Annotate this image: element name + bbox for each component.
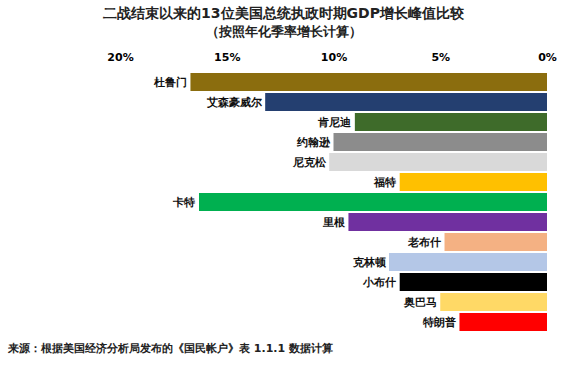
- svg-text:艾森豪威尔: 艾森豪威尔: [206, 96, 263, 109]
- svg-text:0%: 0%: [538, 51, 557, 64]
- svg-text:福特: 福特: [373, 176, 396, 189]
- svg-text:奥巴马: 奥巴马: [403, 296, 437, 309]
- svg-text:5%: 5%: [431, 51, 450, 64]
- svg-text:肯尼迪: 肯尼迪: [317, 116, 352, 129]
- svg-text:杜鲁门: 杜鲁门: [153, 76, 187, 89]
- svg-text:里根: 里根: [322, 216, 346, 229]
- svg-text:约翰逊: 约翰逊: [296, 136, 331, 149]
- svg-text:15%: 15%: [214, 51, 240, 64]
- html-text:（按照年化季率增长计算）: （按照年化季率增长计算）: [205, 24, 362, 39]
- svg-text:小布什: 小布什: [362, 276, 396, 289]
- svg-text:20%: 20%: [107, 51, 133, 64]
- svg-text:尼克松: 尼克松: [292, 156, 327, 169]
- html-text:二战结束以来的13位美国总统执政时期GDP增长峰值比较: 二战结束以来的13位美国总统执政时期GDP增长峰值比较: [103, 5, 464, 21]
- svg-text:特朗普: 特朗普: [422, 316, 456, 329]
- svg-text:卡特: 卡特: [172, 196, 195, 209]
- html-text:来源：根据美国经济分析局发布的《国民帐户》表 1.1.1 数: 来源：根据美国经济分析局发布的《国民帐户》表 1.1.1 数据计算: [8, 342, 333, 355]
- svg-text:老布什: 老布什: [407, 236, 441, 249]
- svg-text:10%: 10%: [321, 51, 347, 64]
- svg-text:克林顿: 克林顿: [352, 256, 387, 269]
